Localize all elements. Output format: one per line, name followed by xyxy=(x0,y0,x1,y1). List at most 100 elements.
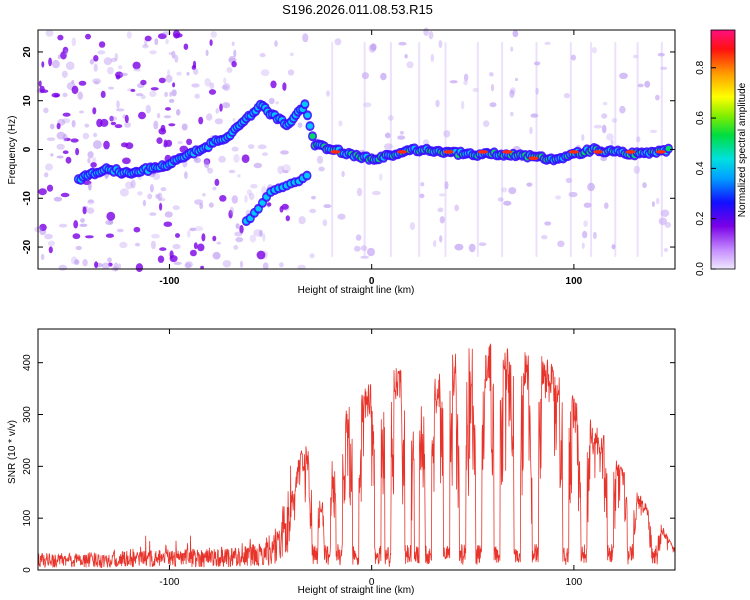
spectrogram-noise-cell xyxy=(604,202,609,209)
spectrogram-noise-cell xyxy=(192,60,197,69)
snr-x-label: Height of straight line (km) xyxy=(298,585,415,596)
spectrogram-noise-cell xyxy=(557,240,565,248)
spectrogram-noise-cell xyxy=(85,33,91,40)
spectrogram-noise-cell xyxy=(404,54,408,59)
spectrogram-peak-cell xyxy=(528,156,539,161)
spectrogram-noise-cell xyxy=(189,227,197,232)
snr-x-tick-label: 0 xyxy=(369,577,375,588)
spectrogram-noise-cell xyxy=(437,207,444,213)
spectrogram-noise-cell xyxy=(87,199,94,203)
spectrogram-noise-cell xyxy=(49,123,55,130)
spectrogram-noise-cell xyxy=(154,38,159,46)
spectrogram-noise-cell xyxy=(41,61,45,68)
spectrogram-noise-cell xyxy=(226,67,233,73)
spectrogram-noise-cell xyxy=(228,169,236,174)
spectrogram-noise-cell xyxy=(169,255,178,263)
spectrogram-noise-cell xyxy=(38,188,47,196)
spectrogram-noise-cell xyxy=(478,242,487,246)
spectrogram-noise-cell xyxy=(142,199,146,207)
spectrogram-noise-cell xyxy=(108,116,118,121)
spectrogram-noise-cell xyxy=(165,38,169,45)
spectrogram-noise-cell xyxy=(62,112,71,117)
spectrogram-noise-cell xyxy=(261,152,269,157)
spectrogram-noise-cell xyxy=(209,39,213,46)
spectrogram-peak-cell xyxy=(655,150,666,154)
spectrogram-noise-cell xyxy=(287,69,295,76)
colorbar-gradient xyxy=(711,30,735,269)
spectrogram-noise-cell xyxy=(65,156,72,164)
spectrogram-noise-cell xyxy=(239,260,244,268)
spectrogram-noise-cell xyxy=(46,137,56,141)
spectrogram-noise-cell xyxy=(174,54,179,63)
spectrogram-noise-cell xyxy=(490,83,495,92)
spectrogram-noise-cell xyxy=(198,116,204,125)
spectrogram-noise-cell xyxy=(270,80,277,89)
spectrogram-noise-cell xyxy=(84,123,90,128)
spectrogram-noise-cell xyxy=(145,104,151,114)
spectrogram-noise-cell xyxy=(87,157,91,164)
spectrogram-noise-cell xyxy=(239,224,244,234)
spectrogram-noise-cell xyxy=(92,107,97,115)
spectrogram-noise-cell xyxy=(274,40,278,47)
spectrogram-noise-cell xyxy=(82,132,90,140)
spectrogram-noise-cell xyxy=(151,233,160,239)
spectrogram-peak-cell xyxy=(593,150,604,154)
spectrogram-ridge-core xyxy=(665,145,672,152)
spectrogram-noise-cell xyxy=(135,93,144,97)
spectrogram-noise-cell xyxy=(316,155,324,164)
spectrogram-noise-cell xyxy=(165,107,171,111)
spectrogram-noise-cell xyxy=(582,230,588,239)
spectrogram-noise-cell xyxy=(116,228,124,233)
spectrogram-noise-cell xyxy=(619,105,626,114)
spectrogram-noise-cell xyxy=(337,213,346,220)
spectrogram-noise-cell xyxy=(444,181,449,190)
spectrogram-noise-cell xyxy=(116,100,120,109)
spectrogram-noise-cell xyxy=(419,193,425,199)
spectrogram-noise-cell xyxy=(248,192,255,200)
spectrogram-noise-cell xyxy=(160,187,167,192)
spectrogram-noise-cell xyxy=(323,204,332,209)
spectrogram-noise-cell xyxy=(354,245,361,252)
spectrogram-noise-cell xyxy=(529,126,533,135)
spectrogram-noise-cell xyxy=(63,137,71,142)
spectrogram-noise-cell xyxy=(115,71,124,79)
spectrogram-noise-cell xyxy=(164,91,169,98)
colorbar-label: Normalized spectral amplitude xyxy=(737,82,748,217)
spectrogram-noise-cell xyxy=(82,206,87,215)
spectrogram-noise-cell xyxy=(134,242,141,247)
spectrogram-noise-cell xyxy=(187,230,191,238)
spectrogram-noise-cell xyxy=(509,89,515,98)
spectrogram-noise-cell xyxy=(637,83,644,88)
colorbar-tick-label: 0.0 xyxy=(695,262,706,276)
spectrogram-noise-cell xyxy=(600,156,608,162)
spectrogram-noise-cell xyxy=(56,131,66,140)
spectrogram-noise-cell xyxy=(212,251,221,260)
spectrogram-noise-cell xyxy=(50,153,54,157)
colorbar-tick-label: 0.4 xyxy=(695,161,706,175)
spectrogram-noise-cell xyxy=(122,157,131,165)
spectrogram-noise-cell xyxy=(158,197,166,202)
spectrogram-noise-cell xyxy=(156,137,163,145)
spectrogram-noise-cell xyxy=(202,193,206,197)
spectrogram-noise-cell xyxy=(530,113,539,118)
spectrogram-noise-cell xyxy=(39,223,47,231)
spectrogram-noise-cell xyxy=(439,235,443,243)
spectrogram-noise-cell xyxy=(583,220,588,228)
spectrogram-noise-cell xyxy=(181,123,188,131)
spectrogram-noise-cell xyxy=(169,91,173,97)
spectrogram-noise-cell xyxy=(214,118,224,125)
colorbar: 0.0 0.2 0.4 0.6 0.8 Normalized spectral ampl… xyxy=(695,29,748,276)
spectrogram-noise-cell xyxy=(186,72,190,76)
spectrogram-noise-cell xyxy=(563,93,571,99)
spectrogram-noise-cell xyxy=(318,166,325,172)
spectrogram-noise-cell xyxy=(222,102,231,109)
spectrogram-noise-cell xyxy=(90,162,97,168)
spectrogram-noise-cell xyxy=(82,259,88,267)
spectrogram-noise-cell xyxy=(439,216,445,224)
spectrogram-noise-cell xyxy=(130,89,136,92)
spectrogram-noise-cell xyxy=(463,80,468,86)
spectrogram-noise-cell xyxy=(97,50,106,55)
spectrogram-noise-cell xyxy=(435,99,440,108)
spectrogram-noise-cell xyxy=(232,118,236,122)
spectrogram-noise-cell xyxy=(290,52,294,57)
